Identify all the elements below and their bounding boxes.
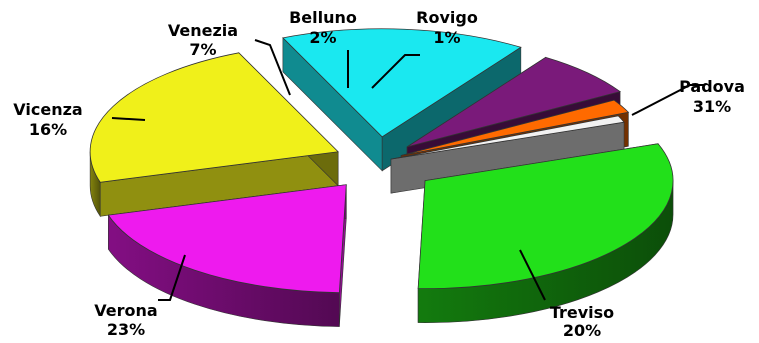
leader-lines: [111, 39, 705, 301]
slice-label-treviso-value: 20%: [563, 321, 601, 340]
slice-label-venezia-name: Venezia: [168, 21, 238, 40]
pie-slice-vicenza: [282, 28, 522, 172]
pie-slice-verona-top: [89, 52, 339, 183]
pie-slice-verona: [89, 52, 339, 218]
slice-label-rovigo-name: Rovigo: [416, 8, 478, 27]
leader-line-venezia: [254, 39, 291, 96]
leader-line-treviso: [519, 249, 546, 301]
pie-slice-rovigo-top: [390, 115, 625, 160]
slice-label-verona-value: 23%: [107, 320, 145, 339]
pie-slice-venezia-top: [406, 56, 622, 148]
slice-label-treviso-name: Treviso: [550, 303, 614, 322]
pie-slice-treviso: [107, 184, 347, 327]
pie-slice-treviso-top: [107, 184, 347, 294]
pie-slice-vicenza-top: [282, 28, 522, 138]
slice-label-venezia-value: 7%: [189, 40, 216, 59]
slice-label-vicenza-name: Vicenza: [13, 100, 82, 119]
pie-slices: [89, 28, 674, 327]
slice-label-vicenza-value: 16%: [29, 120, 67, 139]
slice-label-padova-value: 31%: [693, 97, 731, 116]
leader-line-padova: [631, 84, 705, 116]
slice-label-rovigo-value: 1%: [433, 28, 460, 47]
pie-slice-padova-top: [417, 143, 674, 290]
pie-slice-belluno-top: [401, 99, 630, 156]
leader-line-vicenza: [111, 117, 146, 121]
slice-labels: Padova 31% Treviso 20% Verona 23% Vicenz…: [13, 8, 745, 340]
leader-line-rovigo: [371, 54, 420, 89]
leader-line-verona: [158, 254, 186, 301]
pie-slice-rovigo: [390, 115, 625, 194]
slice-label-verona-name: Verona: [94, 301, 157, 320]
slice-label-belluno-name: Belluno: [289, 8, 357, 27]
slice-label-belluno-value: 2%: [309, 28, 336, 47]
pie-slice-padova: [417, 143, 674, 323]
slice-label-padova-name: Padova: [679, 77, 745, 96]
